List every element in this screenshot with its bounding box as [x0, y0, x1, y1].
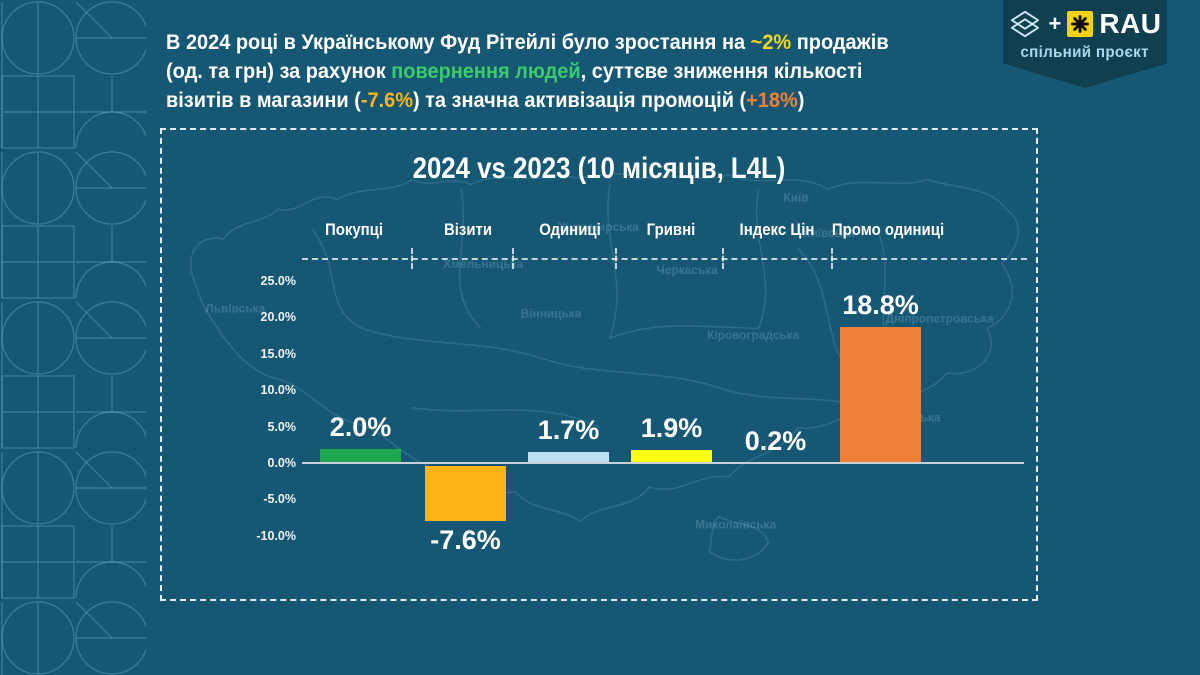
map-region-label: Миколаївська — [695, 518, 776, 532]
category-separator-tick-5 — [831, 248, 833, 269]
headline-text: ) — [797, 89, 805, 112]
y-axis-label-20.0%: 20.0% — [260, 310, 296, 325]
bar-value-label-1: 2.0% — [329, 412, 392, 443]
bar-value-label-6: 18.8% — [842, 290, 919, 321]
category-label-1: Покупці — [324, 220, 384, 239]
map-region-label: Київська — [803, 226, 855, 240]
headline-highlight-2pct: ~2% — [750, 31, 792, 54]
bar-3 — [528, 451, 609, 464]
map-region-label: Черкаська — [657, 263, 719, 277]
category-label-3: Одиниці — [539, 220, 601, 239]
headline-highlight-visits: -7.6% — [360, 89, 413, 112]
zero-axis-line — [302, 462, 1024, 465]
y-axis-label-25.0%: 25.0% — [260, 274, 296, 288]
chart-panel: Київ Київська Черкаська Вінницька Кіровоград… — [160, 128, 1038, 601]
bar-1 — [320, 449, 401, 464]
headline-text: (од. та грн) за рахунок — [166, 60, 392, 83]
map-region-label: Дніпропетровська — [886, 311, 994, 325]
bar-value-label-2: -7.6% — [430, 525, 501, 556]
rau-star-icon — [1067, 11, 1094, 37]
headline-highlight-return: повернення людей — [391, 60, 581, 83]
category-label-6: Промо одиниці — [831, 220, 945, 239]
logo-badge: + RAU спільний проєкт — [1003, 0, 1167, 88]
headline-text: , суттєве зниження кількості — [580, 60, 863, 83]
category-label-2: Візити — [443, 220, 493, 239]
category-label-4: Гривні — [646, 220, 696, 239]
category-separator-tick-3 — [615, 248, 617, 269]
y-axis-label-0.0%: 0.0% — [267, 456, 297, 470]
headline-text: ) та значна активізація промоцій ( — [412, 89, 747, 112]
map-region-label: Кіровоградська — [707, 328, 799, 342]
bar-2 — [425, 466, 506, 522]
y-axis-label-15.0%: 15.0% — [260, 346, 296, 361]
rau-logo-text: RAU — [1099, 8, 1162, 39]
bar-value-label-5: 0.2% — [744, 425, 807, 456]
ukraine-map-backdrop: Київ Київська Черкаська Вінницька Кіровоград… — [190, 173, 1019, 561]
bar-value-label-4: 1.9% — [640, 413, 703, 444]
category-separator-tick-4 — [722, 248, 724, 269]
silpo-logo-icon — [1011, 10, 1040, 38]
y-axis-label--5.0%: -5.0% — [263, 492, 296, 507]
category-separator-line — [302, 258, 1027, 260]
logo-row: + RAU — [1008, 9, 1161, 39]
headline-text: В 2024 році в Українському Фуд Рітейлі б… — [166, 31, 751, 54]
logo-subtitle: спільний проєкт — [1020, 44, 1150, 61]
bar-4 — [631, 450, 712, 464]
headline-line-3: візитів в магазини (-7.6%) та значна акт… — [166, 86, 917, 115]
y-axis-label--10.0%: -10.0% — [256, 528, 296, 543]
category-separator-tick-2 — [512, 248, 514, 269]
plus-sign: + — [1048, 11, 1062, 36]
chart-title: 2024 vs 2023 (10 місяців, L4L) — [412, 152, 786, 185]
decorative-geometric-pattern — [0, 0, 146, 675]
map-region-label: Хмельницька — [443, 257, 523, 271]
y-axis-label-5.0%: 5.0% — [267, 419, 297, 434]
map-region-label: Житомирська — [557, 220, 639, 234]
headline-line-1: В 2024 році в Українському Фуд Рітейлі б… — [166, 28, 917, 57]
category-separator-tick-1 — [411, 248, 413, 269]
category-label-5: Індекс Цін — [739, 220, 815, 239]
headline-line-2: (од. та грн) за рахунок повернення людей… — [166, 57, 917, 86]
headline-highlight-promo: +18% — [746, 89, 798, 112]
headline-text: продажів — [791, 31, 889, 54]
bar-value-label-3: 1.7% — [537, 414, 600, 445]
bar-6 — [840, 327, 921, 464]
y-axis-label-10.0%: 10.0% — [260, 383, 296, 398]
headline-text: візитів в магазини ( — [166, 89, 361, 112]
map-region-label: Вінницька — [521, 306, 582, 320]
headline: В 2024 році в Українському Фуд Рітейлі б… — [166, 28, 956, 115]
map-region-label: Київ — [783, 190, 808, 204]
map-region-label: Львівська — [205, 301, 265, 315]
